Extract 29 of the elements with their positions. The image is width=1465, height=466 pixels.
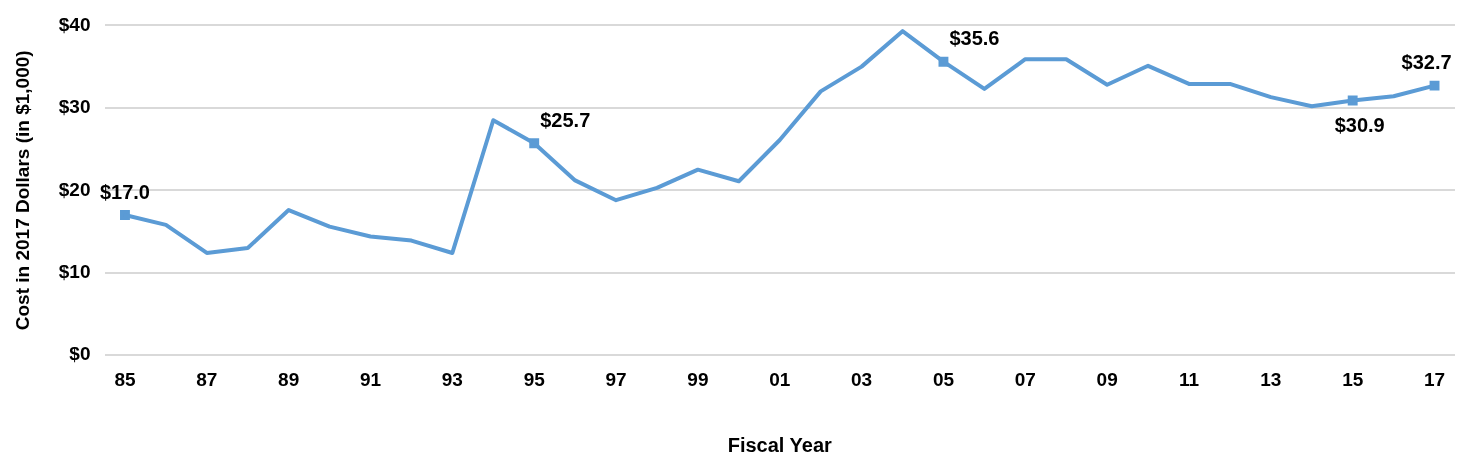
x-tick-label: 91	[359, 368, 382, 390]
x-tick-label: 87	[196, 368, 218, 390]
x-tick-label: 85	[114, 368, 136, 390]
x-tick-label: 99	[687, 368, 709, 390]
y-tick-label: $40	[58, 13, 91, 35]
y-tick-label: $10	[58, 260, 91, 282]
x-tick-label: 05	[932, 368, 955, 390]
x-tick-label: 97	[605, 368, 627, 390]
x-tick-label: 03	[851, 368, 873, 390]
y-tick-label: $0	[69, 343, 91, 365]
y-axis-title: Cost in 2017 Dollars (in $1,000)	[11, 50, 33, 331]
data-label: $30.9	[1334, 113, 1385, 136]
x-tick-label: 07	[1014, 368, 1036, 390]
data-label: $35.6	[949, 27, 1000, 50]
x-axis-title: Fiscal Year	[727, 433, 833, 456]
data-label: $17.0	[99, 180, 150, 203]
data-label: $25.7	[540, 108, 591, 131]
x-tick-label: 09	[1096, 368, 1118, 390]
y-tick-label: $20	[58, 178, 91, 200]
x-tick-label: 93	[441, 368, 463, 390]
x-tick-label: 89	[278, 368, 300, 390]
y-tick-label: $30	[58, 96, 91, 118]
x-tick-label: 17	[1423, 368, 1446, 390]
data-label: $32.7	[1401, 51, 1452, 74]
x-tick-label: 95	[523, 368, 546, 390]
x-tick-label: 11	[1178, 368, 1200, 390]
x-tick-label: 13	[1260, 368, 1282, 390]
x-tick-label: 01	[769, 368, 791, 390]
x-tick-label: 15	[1342, 368, 1364, 390]
